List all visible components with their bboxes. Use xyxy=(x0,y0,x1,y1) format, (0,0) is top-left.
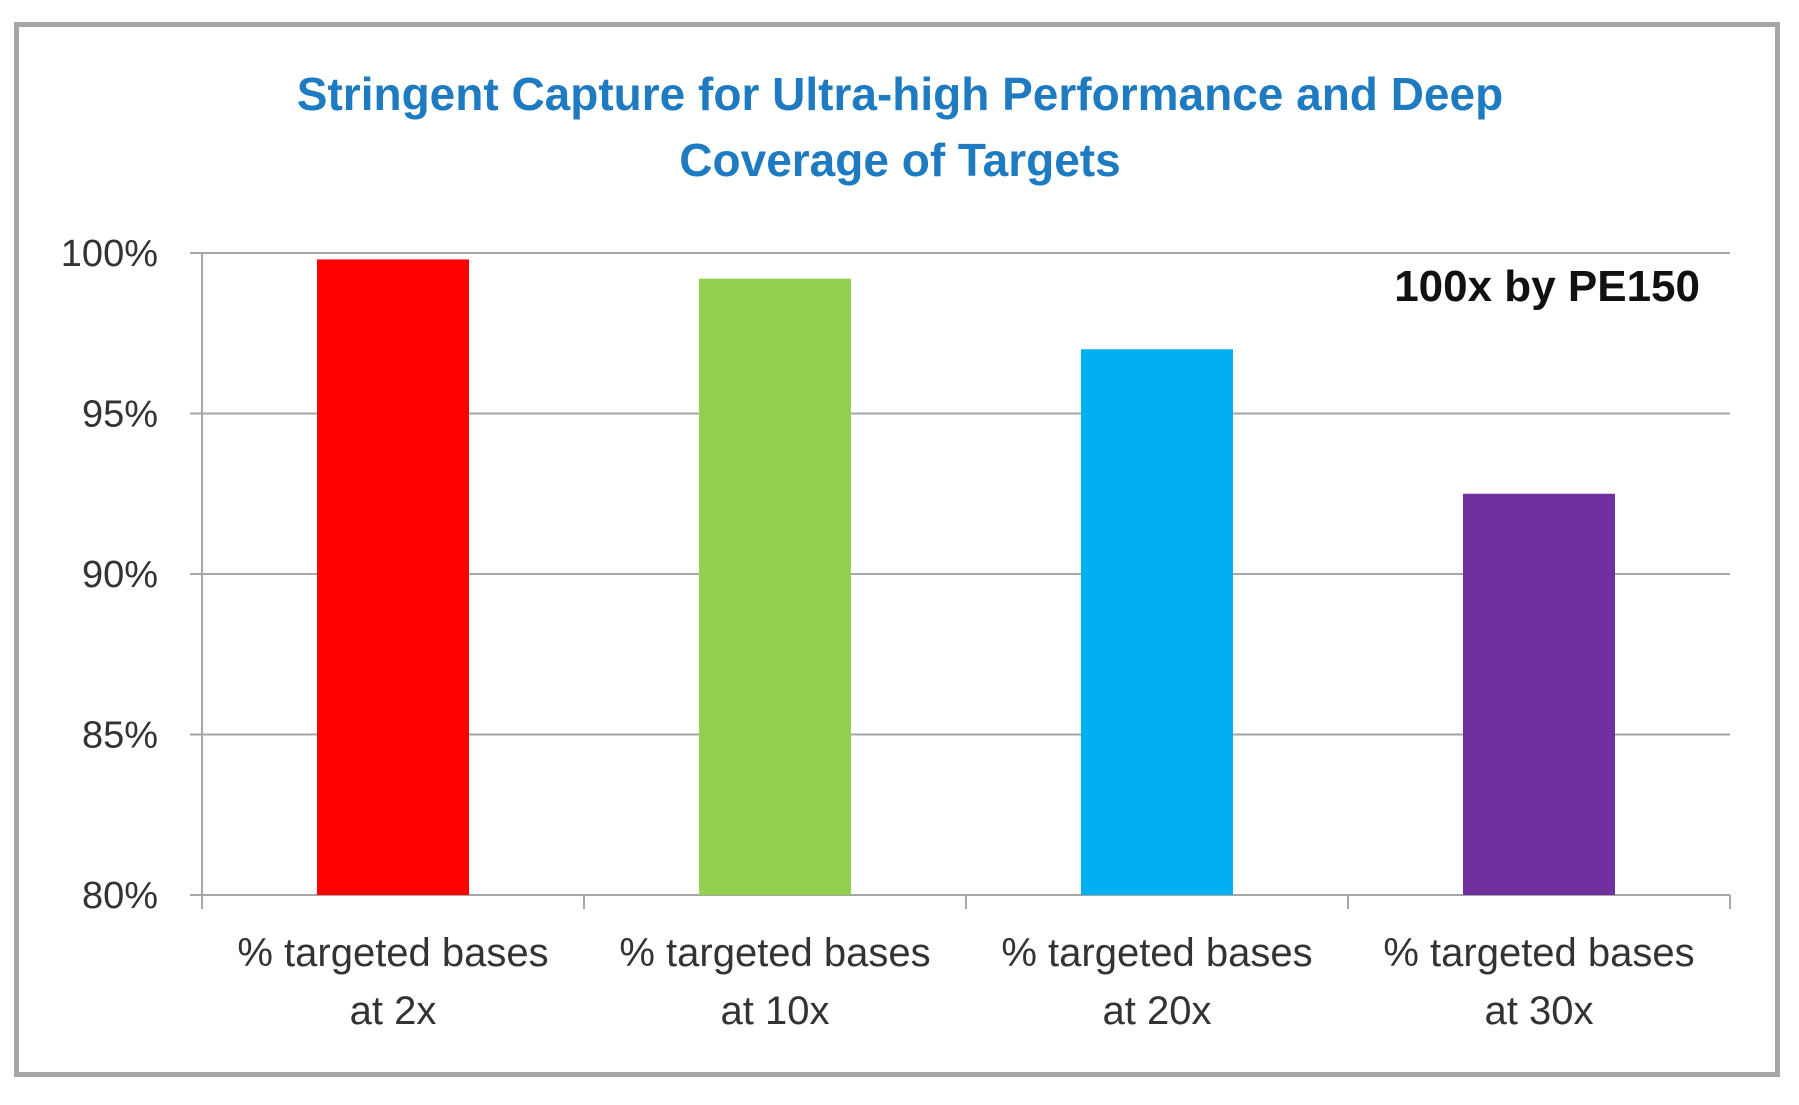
y-tick-label: 85% xyxy=(82,715,158,757)
x-category-label: % targeted bases xyxy=(1001,931,1312,975)
chart-annotation: 100x by PE150 xyxy=(1394,262,1700,311)
y-tick-label: 95% xyxy=(82,394,158,436)
bars xyxy=(317,259,1615,895)
chart-title-line-1: Stringent Capture for Ultra-high Perform… xyxy=(297,68,1503,120)
chart-title-line-2: Coverage of Targets xyxy=(679,134,1120,186)
y-tick-label: 100% xyxy=(61,233,158,275)
chart-title: Stringent Capture for Ultra-high Perform… xyxy=(297,68,1503,186)
x-category-label: at 2x xyxy=(350,989,437,1033)
x-category-label: % targeted bases xyxy=(237,931,548,975)
bar xyxy=(1463,493,1615,895)
x-category-label: at 10x xyxy=(721,989,830,1033)
x-category-label: % targeted bases xyxy=(1383,931,1694,975)
x-category-label: at 30x xyxy=(1485,989,1594,1033)
x-axis-category-labels: % targeted bases at 2x % targeted bases at … xyxy=(237,931,1694,1033)
x-category-label: at 20x xyxy=(1103,989,1212,1033)
bar xyxy=(1081,349,1233,895)
y-tick-label: 90% xyxy=(82,554,158,596)
x-category-label: % targeted bases xyxy=(619,931,930,975)
y-tick-label: 80% xyxy=(82,875,158,917)
y-axis-tick-labels: 80% 85% 90% 95% 100% xyxy=(61,233,158,917)
bar xyxy=(699,278,851,895)
bar xyxy=(317,259,469,895)
